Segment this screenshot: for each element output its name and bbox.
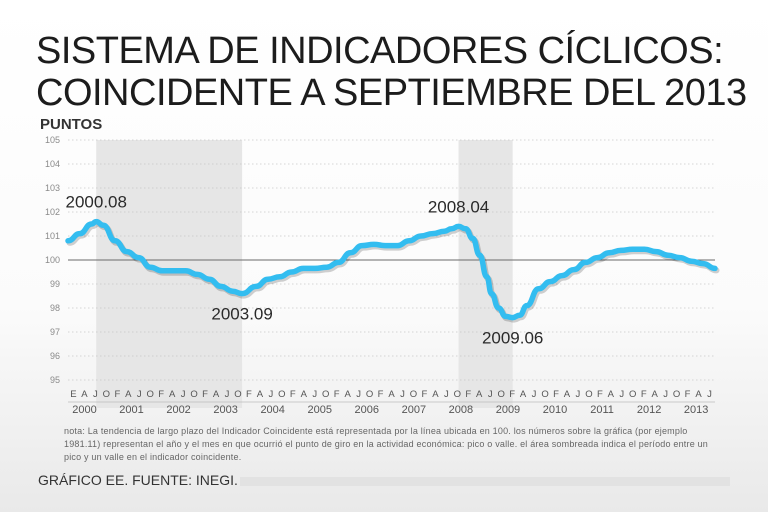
x-tick-month: A xyxy=(169,389,176,400)
x-tick-month: O xyxy=(629,389,636,400)
x-tick-month: J xyxy=(137,389,142,400)
x-tick-month: E xyxy=(70,389,76,400)
x-tick-year: 2009 xyxy=(496,404,520,416)
y-tick-label: 97 xyxy=(50,327,60,337)
x-tick-month: O xyxy=(322,389,329,400)
x-tick-month: O xyxy=(103,389,110,400)
x-tick-month: F xyxy=(334,389,340,400)
y-tick-label: 104 xyxy=(45,159,60,169)
x-tick-month: J xyxy=(619,389,624,400)
x-tick-month: J xyxy=(444,389,449,400)
y-tick-label: 100 xyxy=(45,255,60,265)
x-tick-year: 2002 xyxy=(166,404,190,416)
y-tick-label: 101 xyxy=(45,231,60,241)
x-tick-month: J xyxy=(576,389,581,400)
y-axis-label: PUNTOS xyxy=(40,116,103,133)
x-tick-month: A xyxy=(81,389,88,400)
x-tick-month: O xyxy=(585,389,592,400)
x-tick-year: 2007 xyxy=(402,404,426,416)
x-tick-month: F xyxy=(421,389,427,400)
x-tick-month: J xyxy=(532,389,537,400)
x-tick-month: A xyxy=(257,389,264,400)
x-tick-month: J xyxy=(268,389,273,400)
x-tick-month: F xyxy=(685,389,691,400)
x-tick-month: A xyxy=(432,389,439,400)
x-tick-month: O xyxy=(366,389,373,400)
annotation-2003-09: 2003.09 xyxy=(211,305,272,324)
source-rule xyxy=(240,477,730,486)
x-tick-month: J xyxy=(312,389,317,400)
y-tick-label: 99 xyxy=(50,279,60,289)
y-tick-label: 102 xyxy=(45,207,60,217)
x-tick-month: O xyxy=(147,389,154,400)
y-tick-label: 96 xyxy=(50,351,60,361)
x-tick-month: O xyxy=(278,389,285,400)
x-tick-month: F xyxy=(202,389,208,400)
x-tick-year: 2004 xyxy=(260,404,284,416)
x-tick-month: J xyxy=(225,389,230,400)
chart-source: GRÁFICO EE. FUENTE: INEGI. xyxy=(38,472,238,488)
y-tick-label: 103 xyxy=(45,183,60,193)
x-tick-year: 2005 xyxy=(307,404,331,416)
x-tick-month: J xyxy=(488,389,493,400)
x-tick-month: A xyxy=(652,389,659,400)
x-tick-month: A xyxy=(213,389,220,400)
shaded-period-0 xyxy=(96,140,243,408)
x-tick-month: A xyxy=(344,389,351,400)
annotation-2008-04: 2008.04 xyxy=(428,197,489,216)
chart-title: SISTEMA DE INDICADORES CÍCLICOS: COINCID… xyxy=(36,30,756,114)
x-tick-month: A xyxy=(301,389,308,400)
chart-note: nota: La tendencia de largo plazo del In… xyxy=(64,426,709,462)
y-tick-label: 95 xyxy=(50,375,60,385)
x-tick-month: O xyxy=(454,389,461,400)
x-tick-month: O xyxy=(673,389,680,400)
x-tick-month: F xyxy=(158,389,164,400)
x-tick-month: J xyxy=(181,389,186,400)
x-tick-month: F xyxy=(641,389,647,400)
x-tick-month: F xyxy=(114,389,120,400)
x-tick-month: O xyxy=(410,389,417,400)
x-tick-year: 2008 xyxy=(449,404,473,416)
x-tick-year: 2003 xyxy=(213,404,237,416)
x-tick-month: J xyxy=(356,389,361,400)
x-tick-month: O xyxy=(497,389,504,400)
annotation-2000-08: 2000.08 xyxy=(66,193,127,212)
x-tick-month: J xyxy=(93,389,98,400)
x-tick-month: O xyxy=(234,389,241,400)
x-tick-month: F xyxy=(290,389,296,400)
x-tick-year: 2006 xyxy=(355,404,379,416)
x-tick-month: O xyxy=(190,389,197,400)
chart-title-line-2: COINCIDENTE A SEPTIEMBRE DEL 2013 xyxy=(36,72,747,114)
chart-title-line-1: SISTEMA DE INDICADORES CÍCLICOS: xyxy=(36,30,724,72)
x-tick-year: 2012 xyxy=(637,404,661,416)
x-tick-year: 2010 xyxy=(543,404,567,416)
x-tick-month: F xyxy=(509,389,515,400)
x-tick-month: F xyxy=(246,389,252,400)
y-tick-label: 105 xyxy=(45,135,60,145)
x-tick-month: F xyxy=(553,389,559,400)
series-line xyxy=(65,218,718,321)
x-tick-year: 2001 xyxy=(119,404,143,416)
x-tick-month: F xyxy=(597,389,603,400)
x-tick-month: J xyxy=(707,389,712,400)
x-tick-month: F xyxy=(465,389,471,400)
y-tick-label: 98 xyxy=(50,303,60,313)
x-tick-month: A xyxy=(476,389,483,400)
x-tick-month: A xyxy=(125,389,132,400)
x-tick-month: A xyxy=(695,389,702,400)
x-tick-year: 2011 xyxy=(590,404,614,416)
x-tick-month: F xyxy=(378,389,384,400)
x-tick-year: 2000 xyxy=(72,404,96,416)
x-tick-month: A xyxy=(608,389,615,400)
x-tick-month: J xyxy=(663,389,668,400)
x-tick-month: A xyxy=(388,389,395,400)
x-tick-month: A xyxy=(520,389,527,400)
x-tick-month: J xyxy=(400,389,405,400)
x-tick-month: O xyxy=(541,389,548,400)
x-tick-month: A xyxy=(564,389,571,400)
x-tick-year: 2013 xyxy=(684,404,708,416)
annotation-2009-06: 2009.06 xyxy=(482,329,543,348)
